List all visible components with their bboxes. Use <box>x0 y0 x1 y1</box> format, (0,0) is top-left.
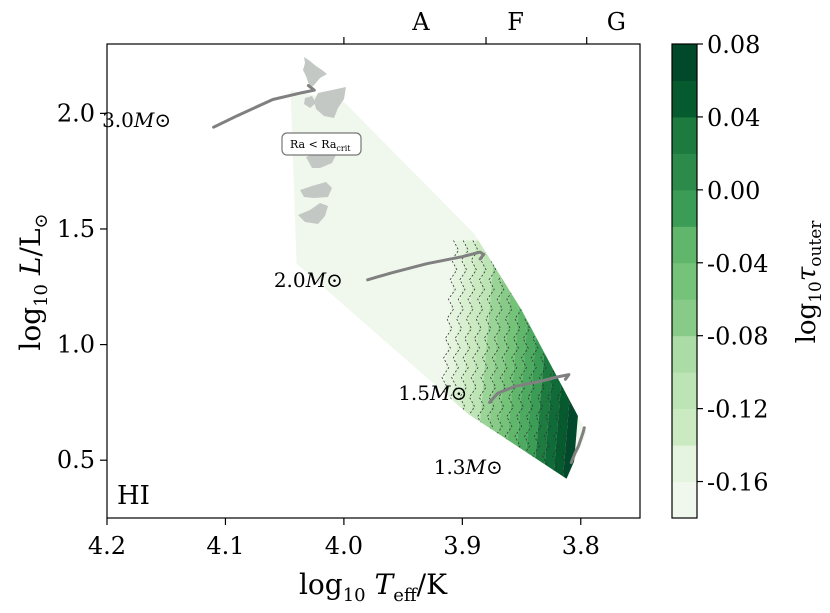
track-2-0-msun <box>366 250 486 282</box>
colorbar-tick-label: -0.08 <box>707 323 769 351</box>
track-1-3-msun <box>569 426 586 464</box>
track-label: 2.0M⊙ <box>274 268 343 292</box>
colorbar-band <box>672 189 697 227</box>
colorbar-band <box>672 481 697 519</box>
annotation-text: Ra < Racrit <box>290 138 351 153</box>
track-label: 1.5M⊙ <box>398 381 467 405</box>
plot-area <box>106 43 641 519</box>
subcritical-patch <box>303 57 327 88</box>
colorbar-band <box>672 153 697 191</box>
y-tick-label: 0.5 <box>57 446 95 474</box>
track-label: 3.0M⊙ <box>102 108 171 132</box>
colorbar-tick-label: -0.04 <box>707 250 769 278</box>
colorbar-title: log10τouter <box>792 220 826 344</box>
y-axis-title: log10 L/L⊙ <box>14 213 52 350</box>
x-axis-title: log10 Teff/K <box>299 568 448 606</box>
ra-crit-annotation: Ra < Racrit <box>281 132 362 156</box>
colorbar-frame <box>671 43 698 519</box>
plot-frame <box>106 43 641 519</box>
subcritical-patch <box>300 182 332 198</box>
colorbar-band <box>672 335 697 373</box>
colorbar-bands <box>672 44 697 519</box>
svg-text:log10τouter: log10τouter <box>792 220 826 344</box>
y-tick-label: 1.5 <box>57 215 95 243</box>
spectral-class-label: A <box>411 8 430 36</box>
colorbar-tick-label: 0.08 <box>707 31 760 59</box>
svg-text:log10 L/L⊙: log10 L/L⊙ <box>14 213 52 350</box>
colorbar-band <box>672 116 697 154</box>
region-band <box>493 240 525 479</box>
x-tick-label: 3.9 <box>443 532 481 560</box>
colorbar-tick-label: 0.04 <box>707 104 760 132</box>
x-axis-ticks: 4.2 4.1 4.0 3.9 3.8 <box>88 518 600 560</box>
colorbar-band <box>672 226 697 264</box>
x-tick-label: 4.2 <box>88 532 126 560</box>
colorbar-band <box>672 299 697 337</box>
colorbar-band <box>672 80 697 118</box>
colorbar-tick-label: -0.16 <box>707 469 769 497</box>
track-3-0-msun <box>212 84 316 129</box>
subcritical-patch <box>304 96 316 108</box>
colorbar-band <box>672 44 697 81</box>
colorbar-tick-label: 0.00 <box>707 177 760 205</box>
track-1-5-msun <box>488 373 571 404</box>
colorbar-band <box>672 372 697 410</box>
y-tick-label: 1.0 <box>57 331 95 359</box>
annotation-box <box>281 132 362 156</box>
svg-text:log10 Teff/K: log10 Teff/K <box>299 568 448 606</box>
x-tick-label: 4.0 <box>325 532 363 560</box>
x-tick-label: 4.1 <box>206 532 244 560</box>
colorbar: 0.08 0.04 0.00 -0.04 -0.08 -0.12 -0.16 log10τo… <box>671 31 826 519</box>
subcritical-patch <box>298 203 328 224</box>
y-tick-label: 2.0 <box>57 99 95 127</box>
spectral-class-label: F <box>507 8 524 36</box>
panel-label: HI <box>117 481 150 511</box>
track-labels: 3.0M⊙ 2.0M⊙ 1.5M⊙ 1.3M⊙ <box>102 108 503 479</box>
colorbar-band <box>672 408 697 446</box>
subcritical-patch <box>314 87 346 118</box>
track-label: 1.3M⊙ <box>434 455 503 479</box>
x-tick-label: 3.8 <box>562 532 600 560</box>
spectral-class-label: G <box>607 8 626 36</box>
colorbar-band <box>672 262 697 300</box>
y-axis-ticks: 0.5 1.0 1.5 2.0 <box>57 99 107 474</box>
colorbar-tick-label: -0.12 <box>707 396 769 424</box>
colorbar-band <box>672 445 697 483</box>
evolutionary-tracks <box>212 84 586 464</box>
colorbar-ticks: 0.08 0.04 0.00 -0.04 -0.08 -0.12 -0.16 <box>697 31 769 497</box>
